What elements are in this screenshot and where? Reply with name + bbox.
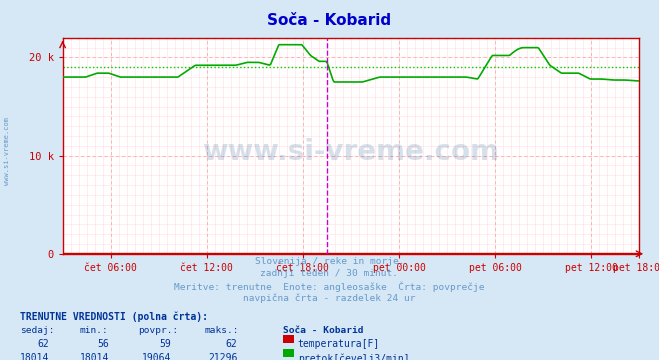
Text: www.si-vreme.com: www.si-vreme.com bbox=[3, 117, 10, 185]
Text: 19064: 19064 bbox=[142, 353, 171, 360]
Text: 18014: 18014 bbox=[20, 353, 49, 360]
Text: Soča - Kobarid: Soča - Kobarid bbox=[268, 13, 391, 28]
Text: temperatura[F]: temperatura[F] bbox=[298, 339, 380, 350]
Text: 18014: 18014 bbox=[79, 353, 109, 360]
Text: www.si-vreme.com: www.si-vreme.com bbox=[202, 138, 500, 166]
Text: Meritve: trenutne  Enote: angleosaške  Črta: povprečje: Meritve: trenutne Enote: angleosaške Črt… bbox=[174, 281, 485, 292]
Text: povpr.:: povpr.: bbox=[138, 326, 179, 335]
Text: Slovenija / reke in morje.: Slovenija / reke in morje. bbox=[255, 257, 404, 266]
Text: sedaj:: sedaj: bbox=[20, 326, 54, 335]
Text: Soča - Kobarid: Soča - Kobarid bbox=[283, 326, 364, 335]
Text: TRENUTNE VREDNOSTI (polna črta):: TRENUTNE VREDNOSTI (polna črta): bbox=[20, 311, 208, 322]
Text: maks.:: maks.: bbox=[204, 326, 239, 335]
Text: 62: 62 bbox=[225, 339, 237, 350]
Text: pretok[čevelj3/min]: pretok[čevelj3/min] bbox=[298, 353, 409, 360]
Text: min.:: min.: bbox=[79, 326, 108, 335]
Text: navpična črta - razdelek 24 ur: navpična črta - razdelek 24 ur bbox=[243, 293, 416, 302]
Text: 59: 59 bbox=[159, 339, 171, 350]
Text: zadnji teden / 30 minut.: zadnji teden / 30 minut. bbox=[260, 269, 399, 278]
Text: 21296: 21296 bbox=[208, 353, 237, 360]
Text: 62: 62 bbox=[38, 339, 49, 350]
Text: 56: 56 bbox=[97, 339, 109, 350]
